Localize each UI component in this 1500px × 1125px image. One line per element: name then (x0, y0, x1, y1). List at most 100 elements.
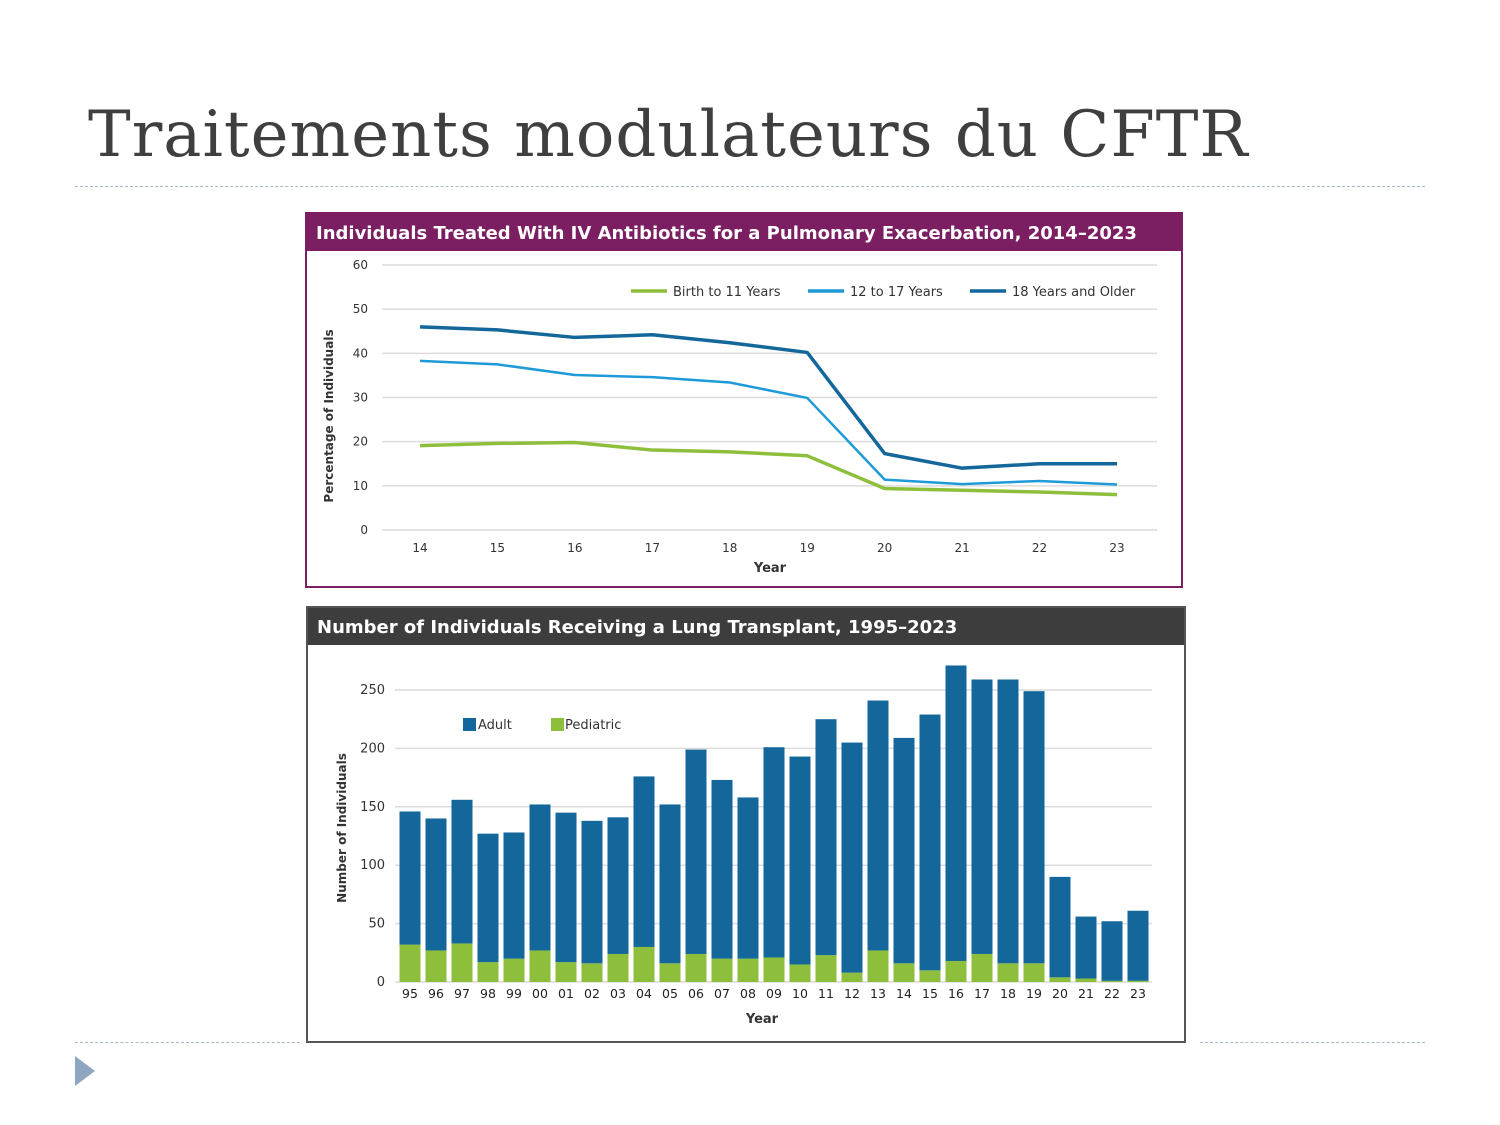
x-tick-label: 17 (974, 986, 990, 1001)
bar-pediatric (763, 957, 785, 982)
bar-adult (737, 797, 759, 959)
x-tick-label: 18 (722, 541, 737, 555)
bar-chart: 0 50 100 150 200 250 95 96 97 98 99 00 01 02 03 04 05 06 0… (335, 665, 1152, 1027)
x-tick-label: 96 (428, 986, 444, 1001)
y-tick-label: 200 (360, 741, 385, 756)
x-axis-label: Year (745, 1012, 779, 1027)
x-tick-label: 11 (818, 986, 834, 1001)
x-tick-label: 07 (714, 986, 730, 1001)
bar-pediatric (477, 962, 499, 982)
bar-adult (919, 714, 941, 971)
x-tick-label: 22 (1032, 541, 1047, 555)
bar-adult (1127, 910, 1149, 981)
y-tick-label: 40 (353, 346, 368, 360)
bar-pediatric (581, 963, 603, 982)
y-tick-label: 250 (360, 683, 385, 698)
bar-pediatric (607, 953, 629, 982)
bar-pediatric (425, 950, 447, 982)
footer-divider-left (75, 1042, 300, 1043)
x-tick-label: 10 (792, 986, 808, 1001)
y-tick-label: 60 (353, 258, 368, 272)
bar-adult (867, 700, 889, 951)
y-axis-label: Number of Individuals (335, 753, 349, 903)
bar-adult (815, 719, 837, 956)
bar-pediatric (399, 944, 421, 982)
x-tick-label: 19 (800, 541, 815, 555)
bar-adult (555, 812, 577, 963)
bar-pediatric (1127, 980, 1149, 982)
x-tick-label: 19 (1026, 986, 1042, 1001)
x-tick-label: 08 (740, 986, 756, 1001)
x-tick-label: 03 (610, 986, 626, 1001)
y-tick-label: 50 (368, 917, 385, 932)
series-line-1 (419, 359, 1118, 486)
bar-pediatric (867, 950, 889, 982)
triangle-right-icon (75, 1056, 95, 1086)
y-tick-label: 30 (353, 391, 368, 405)
bar-adult (529, 804, 551, 951)
bar-adult (503, 832, 525, 959)
bar-pediatric (633, 946, 655, 982)
legend-label: 18 Years and Older (1012, 285, 1136, 300)
x-tick-label: 09 (766, 986, 782, 1001)
y-tick-label: 50 (353, 302, 368, 316)
chart-title: Individuals Treated With IV Antibiotics … (307, 214, 1181, 251)
x-tick-label: 21 (1078, 986, 1094, 1001)
bar-pediatric (971, 953, 993, 982)
x-tick-label: 97 (454, 986, 470, 1001)
x-tick-label: 13 (870, 986, 886, 1001)
bar-pediatric (919, 970, 941, 982)
bar-adult (581, 820, 603, 964)
bar-pediatric (945, 960, 967, 982)
lung-transplant-chart-panel: Number of Individuals Receiving a Lung T… (306, 606, 1186, 1043)
bar-adult (1101, 921, 1123, 981)
y-tick-label: 0 (360, 523, 368, 537)
bar-adult (633, 776, 655, 947)
bar-adult (399, 811, 421, 945)
bar-pediatric (997, 963, 1019, 982)
bar-adult (997, 679, 1019, 964)
series-line-0 (419, 440, 1118, 497)
y-tick-label: 0 (377, 975, 385, 990)
bar-adult (1049, 876, 1071, 978)
bar-adult (425, 818, 447, 951)
x-tick-label: 21 (954, 541, 969, 555)
series-line-2 (419, 325, 1117, 470)
bar-pediatric (503, 958, 525, 982)
bar-pediatric (841, 972, 863, 982)
y-tick-label: 10 (353, 479, 368, 493)
x-tick-label: 23 (1130, 986, 1146, 1001)
x-tick-label: 14 (412, 541, 427, 555)
bar-adult (789, 756, 811, 965)
bar-adult (711, 779, 733, 959)
x-tick-label: 95 (402, 986, 418, 1001)
bar-pediatric (789, 964, 811, 982)
bar-pediatric (529, 950, 551, 982)
x-tick-label: 17 (645, 541, 660, 555)
bar-adult (1075, 916, 1097, 979)
chart-title: Number of Individuals Receiving a Lung T… (308, 608, 1184, 645)
legend-swatch (551, 718, 564, 731)
x-tick-label: 15 (922, 986, 938, 1001)
bar-pediatric (659, 963, 681, 982)
x-tick-label: 22 (1104, 986, 1120, 1001)
legend-label: Birth to 11 Years (673, 285, 781, 300)
x-tick-label: 14 (896, 986, 912, 1001)
y-tick-label: 100 (360, 858, 385, 873)
slide-title: Traitements modulateurs du CFTR (88, 98, 1249, 172)
bar-pediatric (451, 943, 473, 982)
legend-label: 12 to 17 Years (850, 285, 943, 300)
x-tick-label: 01 (558, 986, 574, 1001)
bar-adult (659, 804, 681, 964)
iv-antibiotics-chart-panel: Individuals Treated With IV Antibiotics … (305, 212, 1183, 588)
x-tick-label: 20 (877, 541, 892, 555)
x-tick-label: 06 (688, 986, 704, 1001)
x-tick-label: 16 (567, 541, 582, 555)
x-tick-label: 04 (636, 986, 652, 1001)
bar-pediatric (737, 958, 759, 982)
title-divider (75, 186, 1425, 187)
line-chart: 0 10 20 30 40 50 60 14 15 16 17 18 19 20 21 22 23 Year Per… (322, 258, 1157, 576)
bar-pediatric (555, 962, 577, 982)
bar-pediatric (685, 953, 707, 982)
x-tick-label: 20 (1052, 986, 1068, 1001)
